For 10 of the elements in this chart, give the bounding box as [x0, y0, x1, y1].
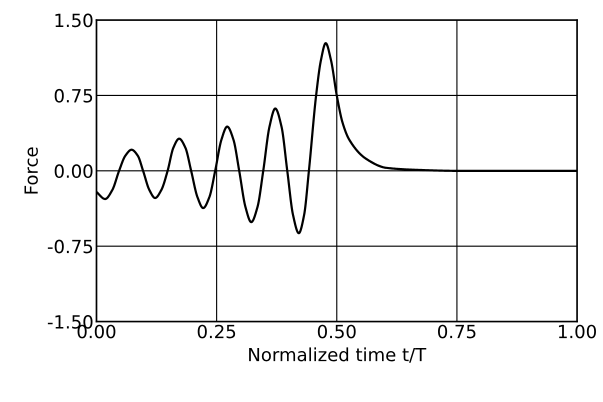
y-tick-label: 1.50 [55, 14, 93, 28]
x-tick-label: 0.75 [438, 324, 476, 338]
x-tick-label: 0.25 [198, 324, 236, 338]
y-tick-label: 0.75 [54, 88, 92, 103]
x-tick-label: 1.00 [558, 324, 596, 338]
y-tick-label: -0.75 [48, 240, 92, 254]
x-tick-label: 0.50 [318, 324, 356, 338]
y-axis-title: Force [24, 147, 38, 194]
y-tick-label: 0.00 [54, 164, 93, 178]
x-axis-title: Normalized time t/T [249, 347, 426, 363]
